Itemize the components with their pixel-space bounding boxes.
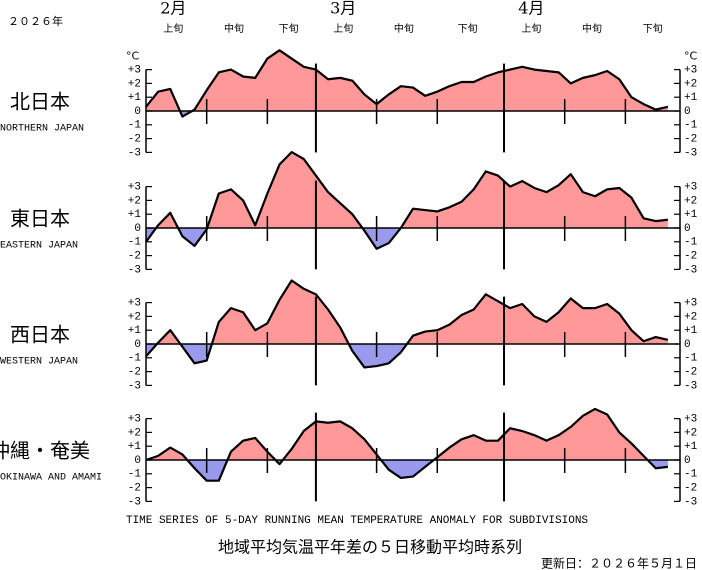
panel-subtitle: OKINAWA AND AMAMI	[0, 473, 102, 484]
dekad-label: 上旬	[521, 22, 541, 35]
y-tick-label: +2	[128, 427, 141, 439]
y-tick-label: -3	[684, 496, 697, 508]
month-label: 4月	[518, 0, 544, 18]
negative-area	[146, 344, 668, 368]
dekad-label: 下旬	[458, 22, 478, 35]
line	[145, 49, 669, 118]
dekad-label: 中旬	[582, 22, 602, 35]
y-tick-label: +3	[128, 414, 141, 426]
y-tick-label: -3	[684, 264, 697, 276]
panel-title: 東日本	[10, 207, 70, 231]
y-tick-label: 0	[134, 223, 141, 235]
dekad-label: 下旬	[279, 22, 299, 35]
y-tick-label: +3	[684, 65, 697, 77]
y-tick-label: +2	[128, 78, 141, 90]
y-tick-label: +3	[684, 182, 697, 194]
line	[145, 407, 668, 482]
y-tick-label: +1	[128, 209, 142, 221]
y-tick-label: +3	[128, 65, 141, 77]
y-tick-label: -2	[684, 367, 697, 379]
y-tick-label: -1	[128, 353, 142, 365]
month-label: 3月	[330, 0, 356, 18]
y-tick-label: -3	[684, 380, 697, 392]
y-tick-label: +2	[128, 311, 141, 323]
y-tick-label: +1	[684, 325, 698, 337]
panel-title: 西日本	[10, 323, 70, 347]
y-tick-label: +1	[128, 92, 142, 104]
y-tick-label: -2	[128, 367, 141, 379]
y-tick-label: -1	[128, 120, 142, 132]
y-tick-label: 0	[134, 106, 141, 118]
y-tick-label: -3	[128, 496, 141, 508]
y-tick-label: +3	[684, 298, 697, 310]
y-tick-label: 0	[684, 339, 691, 351]
y-tick-label: +2	[684, 427, 697, 439]
y-tick-label: +3	[128, 298, 141, 310]
y-tick-label: -2	[128, 483, 141, 495]
dekad-label: 下旬	[643, 22, 663, 35]
y-tick-label: -2	[684, 251, 697, 263]
y-tick-label: -1	[684, 237, 698, 249]
line	[145, 151, 668, 250]
dekad-label: 中旬	[394, 22, 414, 35]
panel-title: 沖縄・奄美	[0, 439, 90, 463]
line	[145, 279, 669, 369]
y-tick-label: 0	[684, 455, 691, 467]
negative-area	[146, 228, 668, 249]
panel-subtitle: NORTHERN JAPAN	[0, 124, 84, 135]
positive-area	[146, 50, 668, 111]
y-tick-label: -3	[128, 147, 141, 159]
y-tick-label: 0	[134, 455, 141, 467]
y-tick-label: -3	[128, 380, 141, 392]
dekad-label: 上旬	[333, 22, 353, 35]
y-tick-label: +2	[684, 195, 697, 207]
y-tick-label: 0	[684, 223, 691, 235]
y-tick-label: +3	[684, 414, 697, 426]
y-tick-label: -2	[684, 483, 697, 495]
y-tick-label: +1	[684, 92, 698, 104]
y-tick-label: +2	[684, 78, 697, 90]
y-tick-label: 0	[684, 106, 691, 118]
y-tick-label: -3	[128, 264, 141, 276]
updated: 更新日：２０２６年５月１日	[541, 556, 697, 570]
y-tick-label: +1	[684, 209, 698, 221]
year: ２０２６年	[8, 14, 63, 28]
unit: °C	[126, 50, 140, 63]
y-tick-label: +1	[684, 441, 698, 453]
y-tick-label: -2	[128, 251, 141, 263]
unit: °C	[684, 50, 698, 63]
negative-area	[146, 460, 668, 481]
positive-area	[146, 152, 668, 228]
y-tick-label: -2	[684, 134, 697, 146]
y-tick-label: -1	[684, 353, 698, 365]
positive-area	[146, 408, 668, 460]
y-tick-label: +3	[128, 182, 141, 194]
y-tick-label: -2	[128, 134, 141, 146]
panel-title: 北日本	[10, 90, 70, 114]
y-tick-label: -1	[128, 237, 142, 249]
y-tick-label: -1	[684, 120, 698, 132]
dekad-label: 中旬	[224, 22, 244, 35]
y-tick-label: +1	[128, 325, 142, 337]
y-tick-label: -3	[684, 147, 697, 159]
month-label: 2月	[160, 0, 186, 18]
y-tick-label: -1	[128, 469, 142, 481]
positive-area	[146, 280, 668, 344]
y-tick-label: -1	[684, 469, 698, 481]
y-tick-label: +1	[128, 441, 142, 453]
y-tick-label: +2	[128, 195, 141, 207]
caption: TIME SERIES OF 5-DAY RUNNING MEAN TEMPER…	[126, 515, 588, 527]
y-tick-label: +2	[684, 311, 697, 323]
title: 地域平均気温平年差の５日移動平均時系列	[218, 538, 522, 557]
panel-subtitle: WESTERN JAPAN	[0, 357, 78, 368]
panel-subtitle: EASTERN JAPAN	[0, 241, 78, 252]
y-tick-label: 0	[134, 339, 141, 351]
dekad-label: 上旬	[163, 22, 183, 35]
